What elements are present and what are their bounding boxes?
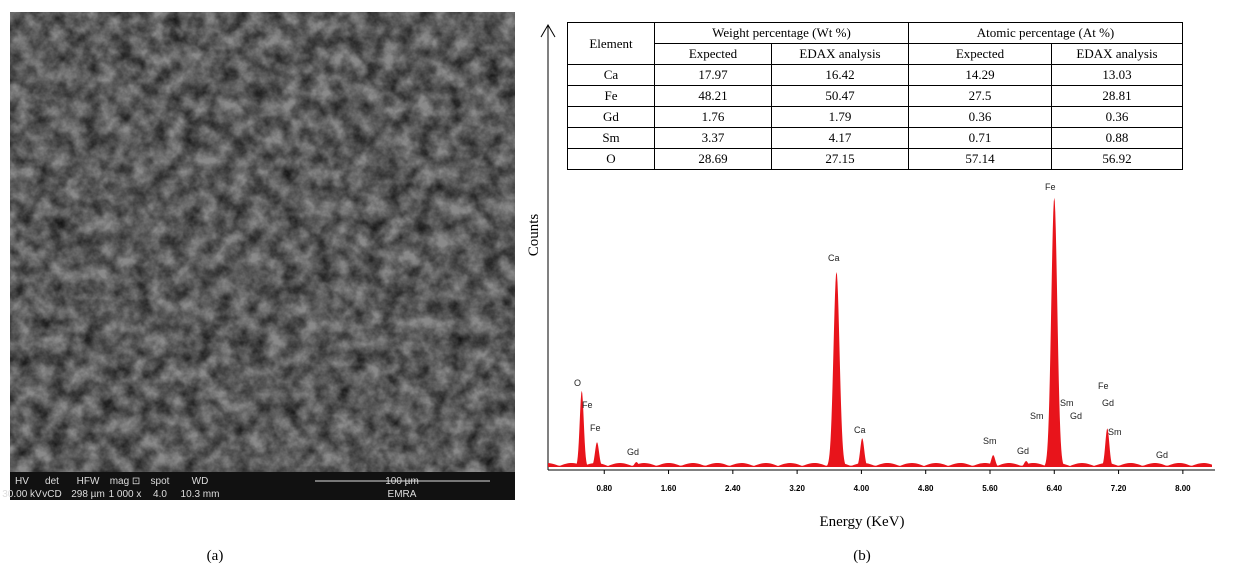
table-cell: 56.92 (1052, 149, 1183, 170)
peak-label: Sm (983, 436, 997, 446)
x-tick-label: 4.80 (918, 484, 934, 493)
scale-bar-label: 100 µm (385, 476, 419, 487)
table-cell: 48.21 (655, 86, 772, 107)
caption: (b) (853, 548, 871, 564)
group-header: Atomic percentage (At %) (909, 23, 1183, 44)
peak-label: Gd (627, 447, 639, 457)
table-cell: 28.81 (1052, 86, 1183, 107)
table-cell: 0.88 (1052, 128, 1183, 149)
info-value: 10.3 mm (181, 489, 220, 500)
x-tick-label: 2.40 (725, 484, 741, 493)
peak (812, 272, 860, 467)
peak-label: Sm (1060, 398, 1074, 408)
info-value: 4.0 (153, 489, 167, 500)
x-tick-label: 8.00 (1175, 484, 1191, 493)
peak-label: Sm (1030, 411, 1044, 421)
info-label: HV (15, 476, 29, 487)
info-label: mag ⊡ (110, 476, 141, 487)
table-cell: Gd (568, 107, 655, 128)
table-cell: 1.76 (655, 107, 772, 128)
peak-label: Gd (1102, 398, 1114, 408)
sem-texture (10, 12, 515, 472)
table-cell: 28.69 (655, 149, 772, 170)
composition-table: Element Weight percentage (Wt %) Atomic … (567, 22, 1183, 170)
x-tick-label: 5.60 (982, 484, 998, 493)
subheader-cell: EDAX analysis (1052, 44, 1183, 65)
header-cell: Element (568, 23, 655, 65)
y-axis-label: Counts (526, 214, 542, 257)
x-tick-label: 4.00 (854, 484, 870, 493)
peak-label: Fe (1098, 381, 1109, 391)
peak-label: Fe (590, 423, 601, 433)
table-cell: 0.36 (909, 107, 1052, 128)
group-header: Weight percentage (Wt %) (655, 23, 909, 44)
subheader-cell: EDAX analysis (772, 44, 909, 65)
page: 100 µm EMRA (a) (b) Energy (KeV) Counts … (0, 0, 1241, 569)
x-tick-label: 7.20 (1111, 484, 1127, 493)
x-tick-label: 1.60 (661, 484, 677, 493)
table-cell: 50.47 (772, 86, 909, 107)
info-label: HFW (77, 476, 100, 487)
table-cell: Ca (568, 65, 655, 86)
peak-label: Ca (854, 425, 866, 435)
table-cell: 4.17 (772, 128, 909, 149)
info-value: vCD (42, 489, 61, 500)
info-value: 298 µm (71, 489, 105, 500)
info-label: det (45, 476, 59, 487)
table-cell: 27.15 (772, 149, 909, 170)
x-tick-label: 3.20 (789, 484, 805, 493)
peak-label: Gd (1156, 450, 1168, 460)
x-axis-label: Energy (KeV) (819, 514, 904, 530)
table-cell: 57.14 (909, 149, 1052, 170)
info-value: 1 000 x (109, 489, 142, 500)
table-cell: Sm (568, 128, 655, 149)
caption: (a) (207, 548, 224, 564)
peak (1030, 198, 1078, 467)
peak-label: Fe (582, 400, 593, 410)
x-tick-label: 0.80 (596, 484, 612, 493)
peak-label: Gd (1070, 411, 1082, 421)
table-cell: 1.79 (772, 107, 909, 128)
table-cell: 0.71 (909, 128, 1052, 149)
table-cell: 17.97 (655, 65, 772, 86)
peak-label: Sm (1108, 427, 1122, 437)
info-label: spot (151, 476, 170, 487)
peak-label: Fe (1045, 182, 1056, 192)
table-cell: 3.37 (655, 128, 772, 149)
peak-label: Gd (1017, 446, 1029, 456)
subheader-cell: Expected (655, 44, 772, 65)
info-value: 30.00 kV (2, 489, 42, 500)
table-cell: 14.29 (909, 65, 1052, 86)
table-cell: 0.36 (1052, 107, 1183, 128)
table-cell: 13.03 (1052, 65, 1183, 86)
table-cell: 27.5 (909, 86, 1052, 107)
table-cell: O (568, 149, 655, 170)
peak (846, 438, 878, 467)
subheader-cell: Expected (909, 44, 1052, 65)
peak-label: O (574, 378, 581, 388)
x-tick-label: 6.40 (1046, 484, 1062, 493)
table-cell: 16.42 (772, 65, 909, 86)
info-label: WD (192, 476, 209, 487)
peak-label: Ca (828, 253, 840, 263)
lab-label: EMRA (388, 489, 417, 500)
table-cell: Fe (568, 86, 655, 107)
